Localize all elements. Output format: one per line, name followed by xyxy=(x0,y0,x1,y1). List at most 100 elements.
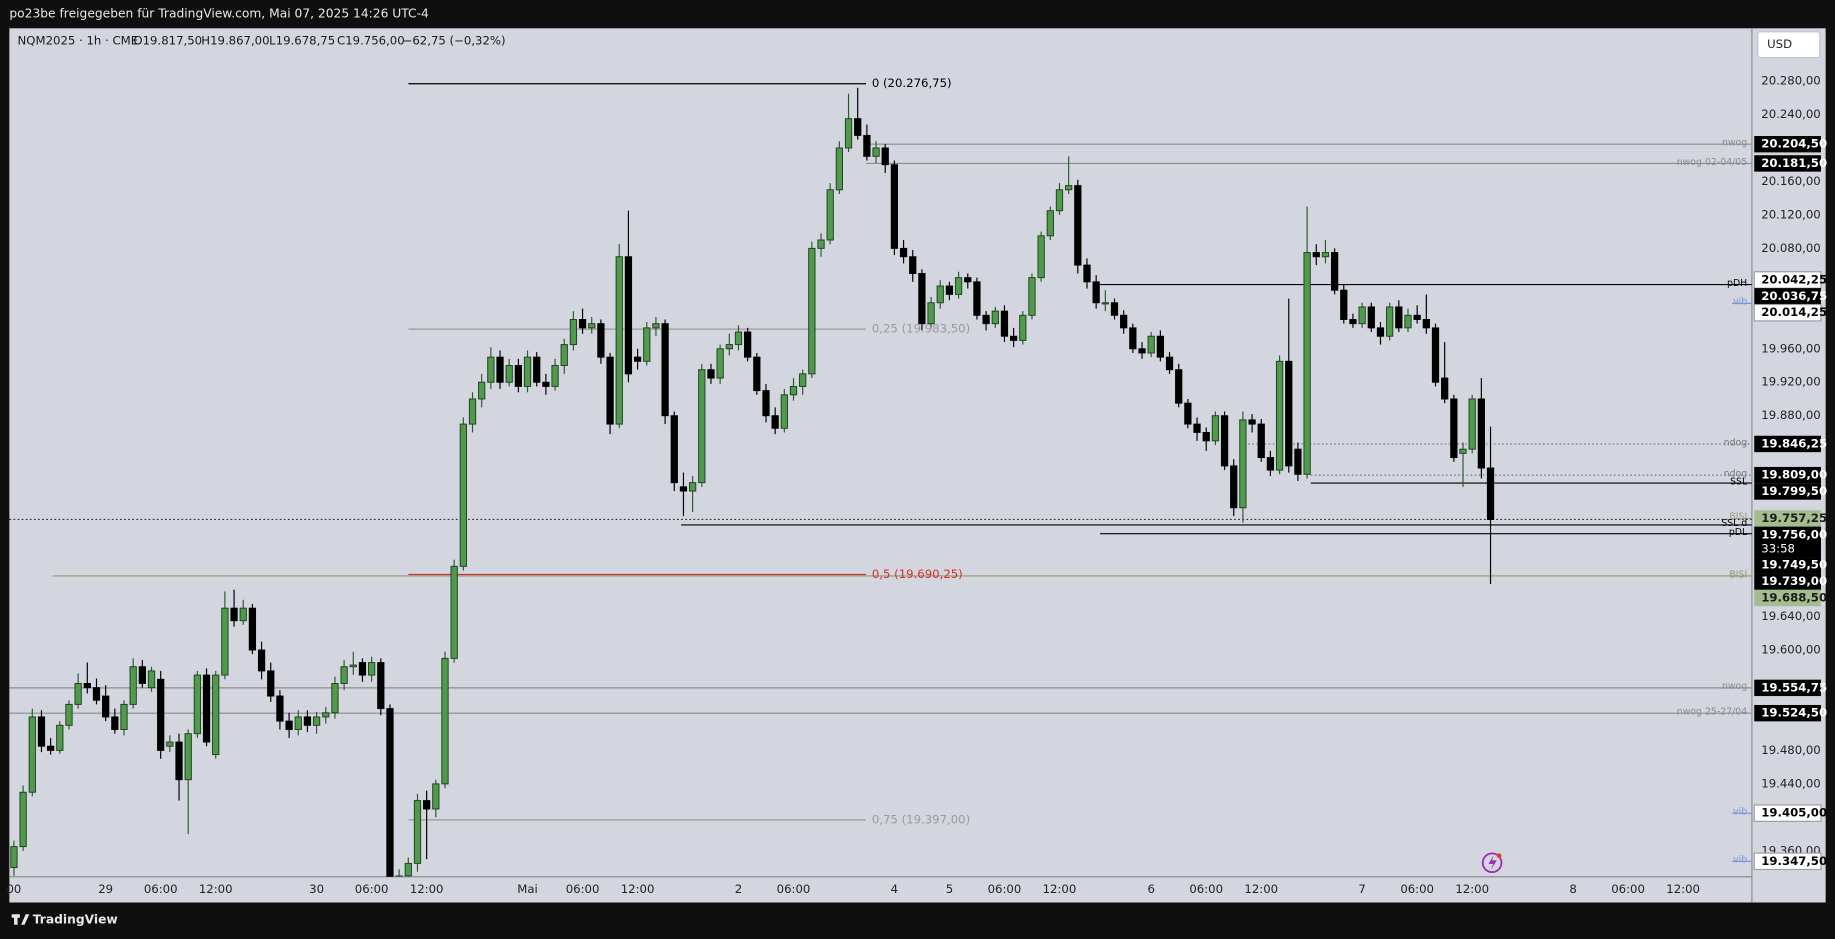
level-note: BISI xyxy=(1729,569,1747,580)
candle-body xyxy=(1266,457,1275,471)
candle-body xyxy=(166,741,174,747)
brand-mark[interactable] xyxy=(11,914,30,925)
fib-label: 0,75 (19.397,00) xyxy=(872,812,970,826)
candle-body xyxy=(844,118,853,149)
candle-body xyxy=(1386,306,1394,337)
candle-body xyxy=(47,745,55,751)
candle-body xyxy=(964,277,972,283)
price-tag xyxy=(1754,435,1821,453)
x-tick-label: 5 xyxy=(946,882,953,896)
y-tick-label: 20.120,00 xyxy=(1761,207,1820,221)
candle-body xyxy=(1230,465,1238,509)
brand-name[interactable]: TradingView xyxy=(33,913,118,927)
level-note: SSL xyxy=(1730,476,1748,487)
candle-body xyxy=(157,678,165,751)
candle-body xyxy=(138,666,146,684)
x-tick-label: 12:00 xyxy=(1666,882,1700,896)
price-tag-label: 20.036,75 xyxy=(1761,289,1827,303)
candle-body xyxy=(1404,314,1412,329)
candle-body xyxy=(65,703,73,726)
share-header: po23be freigegeben für TradingView.com, … xyxy=(9,7,429,21)
candle-body xyxy=(927,302,935,325)
candle-body xyxy=(899,247,908,258)
candle-body xyxy=(661,323,669,417)
price-tag xyxy=(1754,155,1821,172)
x-tick-label: 4 xyxy=(891,882,898,896)
candle-body xyxy=(267,670,275,697)
brand-logo[interactable]: TradingView xyxy=(11,913,118,927)
price-tag-label: 19.809,00 xyxy=(1761,468,1827,482)
candle-body xyxy=(184,733,192,781)
price-tag-label: 19.757,25 xyxy=(1761,511,1827,525)
candle-body xyxy=(1101,302,1109,305)
candle-body xyxy=(230,607,238,622)
currency-button[interactable] xyxy=(1757,31,1821,59)
candle-body xyxy=(1321,252,1330,258)
candle-body xyxy=(1138,348,1146,354)
price-tag-label: 19.524,50 xyxy=(1761,706,1827,720)
chart-background xyxy=(9,28,1826,903)
price-tag-label: 19.799,50 xyxy=(1761,484,1827,498)
y-tick-label: 19.600,00 xyxy=(1761,643,1820,657)
candle-body xyxy=(276,695,284,722)
candle-body xyxy=(37,716,46,747)
candle-body xyxy=(1275,360,1284,471)
candle-body xyxy=(212,674,220,756)
x-tick-label: 12:00 xyxy=(1455,882,1489,896)
x-tick-label: Mai xyxy=(517,882,538,896)
candle-body xyxy=(111,716,119,730)
candle-body xyxy=(1248,419,1256,425)
candle-body xyxy=(569,319,578,346)
candle-body xyxy=(386,708,394,877)
price-tag-label: 19.749,50 xyxy=(1761,558,1827,572)
price-tag-label: 20.181,50 xyxy=(1761,156,1827,170)
candle-body xyxy=(1220,415,1229,467)
candle-body xyxy=(1156,335,1164,358)
candle-body xyxy=(542,381,550,387)
candle-body xyxy=(1000,310,1009,337)
level-note: vib xyxy=(1733,297,1747,308)
price-tag-label: 19.846,25 xyxy=(1761,436,1827,450)
candle-body xyxy=(1055,189,1064,212)
currency-label[interactable]: USD xyxy=(1767,37,1792,51)
price-tag xyxy=(1753,804,1822,822)
price-tag xyxy=(1754,466,1821,484)
candle-body xyxy=(780,394,788,429)
candle-body xyxy=(496,356,504,383)
candle-body xyxy=(560,344,568,366)
candle-body xyxy=(257,649,266,672)
candle-body xyxy=(615,256,623,425)
candle-body xyxy=(1477,398,1485,469)
alert-icon[interactable] xyxy=(1481,852,1503,873)
price-tag xyxy=(1754,510,1821,527)
candle-body xyxy=(771,415,779,429)
candle-body xyxy=(1312,252,1320,258)
legend-symbol[interactable]: NQM2025 · 1h · CME xyxy=(18,34,139,48)
price-tag-label: 19.347,50 xyxy=(1761,854,1827,868)
price-tag xyxy=(1754,288,1821,305)
level-note: SSL d xyxy=(1721,518,1747,529)
candle-body xyxy=(707,369,715,379)
candle-body xyxy=(1367,306,1375,329)
candle-body xyxy=(725,344,733,350)
candle-body xyxy=(10,846,18,869)
price-tag xyxy=(1754,679,1821,697)
x-tick-label: 06:00 xyxy=(355,882,389,896)
fib-label: 0,25 (19.983,50) xyxy=(872,322,970,336)
candle-body xyxy=(1376,327,1385,337)
y-tick-label: 20.160,00 xyxy=(1761,174,1820,188)
alert-bolt[interactable] xyxy=(1488,855,1497,870)
legend-close: C19.756,00 xyxy=(337,34,405,48)
x-tick-label: 6 xyxy=(1147,882,1154,896)
alert-dot[interactable] xyxy=(1496,853,1502,859)
y-tick-label: 19.440,00 xyxy=(1761,776,1820,790)
alert-circle[interactable] xyxy=(1481,852,1503,873)
candle-body xyxy=(936,285,944,304)
candle-body xyxy=(1009,335,1018,341)
candle-body xyxy=(652,323,660,329)
candle-body xyxy=(129,666,137,705)
candle-body xyxy=(744,331,752,358)
price-tag xyxy=(1754,589,1821,607)
candle-body xyxy=(1303,252,1311,475)
